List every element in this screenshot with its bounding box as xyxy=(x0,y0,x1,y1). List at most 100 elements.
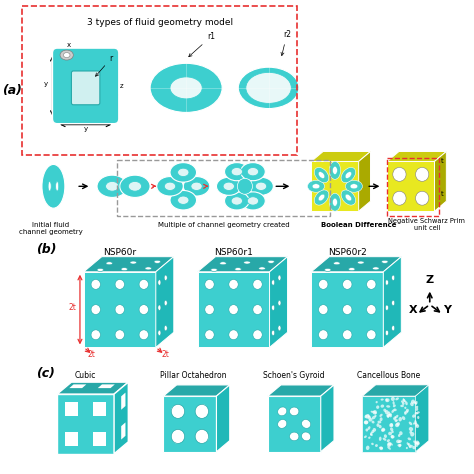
Ellipse shape xyxy=(241,163,265,181)
Text: y: y xyxy=(83,126,88,132)
Ellipse shape xyxy=(238,67,299,109)
Ellipse shape xyxy=(385,305,388,310)
Ellipse shape xyxy=(387,439,390,442)
Ellipse shape xyxy=(255,182,267,191)
Ellipse shape xyxy=(350,184,358,189)
Ellipse shape xyxy=(272,305,274,310)
Text: r: r xyxy=(96,54,113,76)
Circle shape xyxy=(343,330,352,340)
Ellipse shape xyxy=(372,416,376,419)
Ellipse shape xyxy=(249,177,273,195)
Ellipse shape xyxy=(408,443,410,447)
Ellipse shape xyxy=(371,443,374,445)
Circle shape xyxy=(366,330,376,340)
Ellipse shape xyxy=(55,182,59,191)
Ellipse shape xyxy=(382,260,388,263)
Circle shape xyxy=(115,330,125,340)
Ellipse shape xyxy=(372,420,374,423)
Polygon shape xyxy=(84,272,156,347)
Ellipse shape xyxy=(364,420,368,424)
Ellipse shape xyxy=(388,411,391,416)
Ellipse shape xyxy=(413,422,415,425)
Text: Schoen's Gyroid: Schoen's Gyroid xyxy=(264,371,325,380)
Ellipse shape xyxy=(178,168,189,176)
Ellipse shape xyxy=(385,330,388,336)
Ellipse shape xyxy=(278,300,281,306)
Text: NSP60r: NSP60r xyxy=(103,248,137,257)
Ellipse shape xyxy=(395,419,398,421)
Polygon shape xyxy=(311,152,371,162)
Ellipse shape xyxy=(397,444,401,447)
Circle shape xyxy=(253,280,262,289)
Polygon shape xyxy=(121,392,126,410)
Text: NSP60r2: NSP60r2 xyxy=(328,248,367,257)
Ellipse shape xyxy=(345,172,352,178)
Text: 2t: 2t xyxy=(161,350,169,359)
Ellipse shape xyxy=(364,436,367,438)
Circle shape xyxy=(139,330,148,340)
Polygon shape xyxy=(57,394,114,454)
Bar xyxy=(117,161,330,216)
Ellipse shape xyxy=(325,268,331,272)
Ellipse shape xyxy=(369,418,373,421)
Ellipse shape xyxy=(272,330,274,336)
Ellipse shape xyxy=(376,405,379,409)
Ellipse shape xyxy=(278,326,281,331)
Circle shape xyxy=(319,305,328,314)
Ellipse shape xyxy=(416,408,418,411)
Ellipse shape xyxy=(290,432,299,441)
Ellipse shape xyxy=(164,300,167,306)
Ellipse shape xyxy=(388,432,392,435)
Ellipse shape xyxy=(395,423,399,427)
Ellipse shape xyxy=(48,182,51,191)
Ellipse shape xyxy=(231,197,243,205)
Ellipse shape xyxy=(191,182,202,191)
Ellipse shape xyxy=(417,416,419,419)
Ellipse shape xyxy=(367,416,371,419)
Text: Cancellous Bone: Cancellous Bone xyxy=(357,371,420,380)
Ellipse shape xyxy=(220,262,226,265)
Ellipse shape xyxy=(411,400,415,404)
Polygon shape xyxy=(268,385,334,396)
Ellipse shape xyxy=(389,413,392,416)
Ellipse shape xyxy=(121,268,128,271)
Ellipse shape xyxy=(368,437,371,439)
Ellipse shape xyxy=(373,267,379,270)
Ellipse shape xyxy=(392,401,395,405)
Ellipse shape xyxy=(391,397,395,401)
Ellipse shape xyxy=(406,447,408,449)
Ellipse shape xyxy=(398,434,401,437)
Ellipse shape xyxy=(383,409,386,412)
Ellipse shape xyxy=(172,405,182,415)
Ellipse shape xyxy=(225,163,249,181)
Ellipse shape xyxy=(403,399,406,402)
Ellipse shape xyxy=(387,415,389,418)
Ellipse shape xyxy=(341,190,356,205)
Ellipse shape xyxy=(357,261,364,264)
Circle shape xyxy=(91,330,100,340)
Bar xyxy=(93,402,106,416)
Ellipse shape xyxy=(225,192,249,210)
Ellipse shape xyxy=(399,431,402,435)
Ellipse shape xyxy=(366,446,370,450)
Polygon shape xyxy=(164,396,217,452)
Text: z: z xyxy=(120,83,123,89)
Polygon shape xyxy=(198,272,270,347)
Polygon shape xyxy=(359,152,371,211)
Ellipse shape xyxy=(407,442,409,445)
Polygon shape xyxy=(156,257,174,347)
Ellipse shape xyxy=(301,432,311,441)
Ellipse shape xyxy=(381,399,383,401)
Ellipse shape xyxy=(399,444,401,447)
Ellipse shape xyxy=(410,402,414,406)
Ellipse shape xyxy=(278,419,287,428)
Ellipse shape xyxy=(412,446,416,449)
Ellipse shape xyxy=(396,422,400,426)
Ellipse shape xyxy=(413,401,417,404)
Ellipse shape xyxy=(408,438,411,440)
Circle shape xyxy=(366,305,376,314)
Ellipse shape xyxy=(157,176,183,196)
Text: 2t: 2t xyxy=(68,302,76,311)
Ellipse shape xyxy=(399,417,402,421)
Ellipse shape xyxy=(376,423,379,427)
